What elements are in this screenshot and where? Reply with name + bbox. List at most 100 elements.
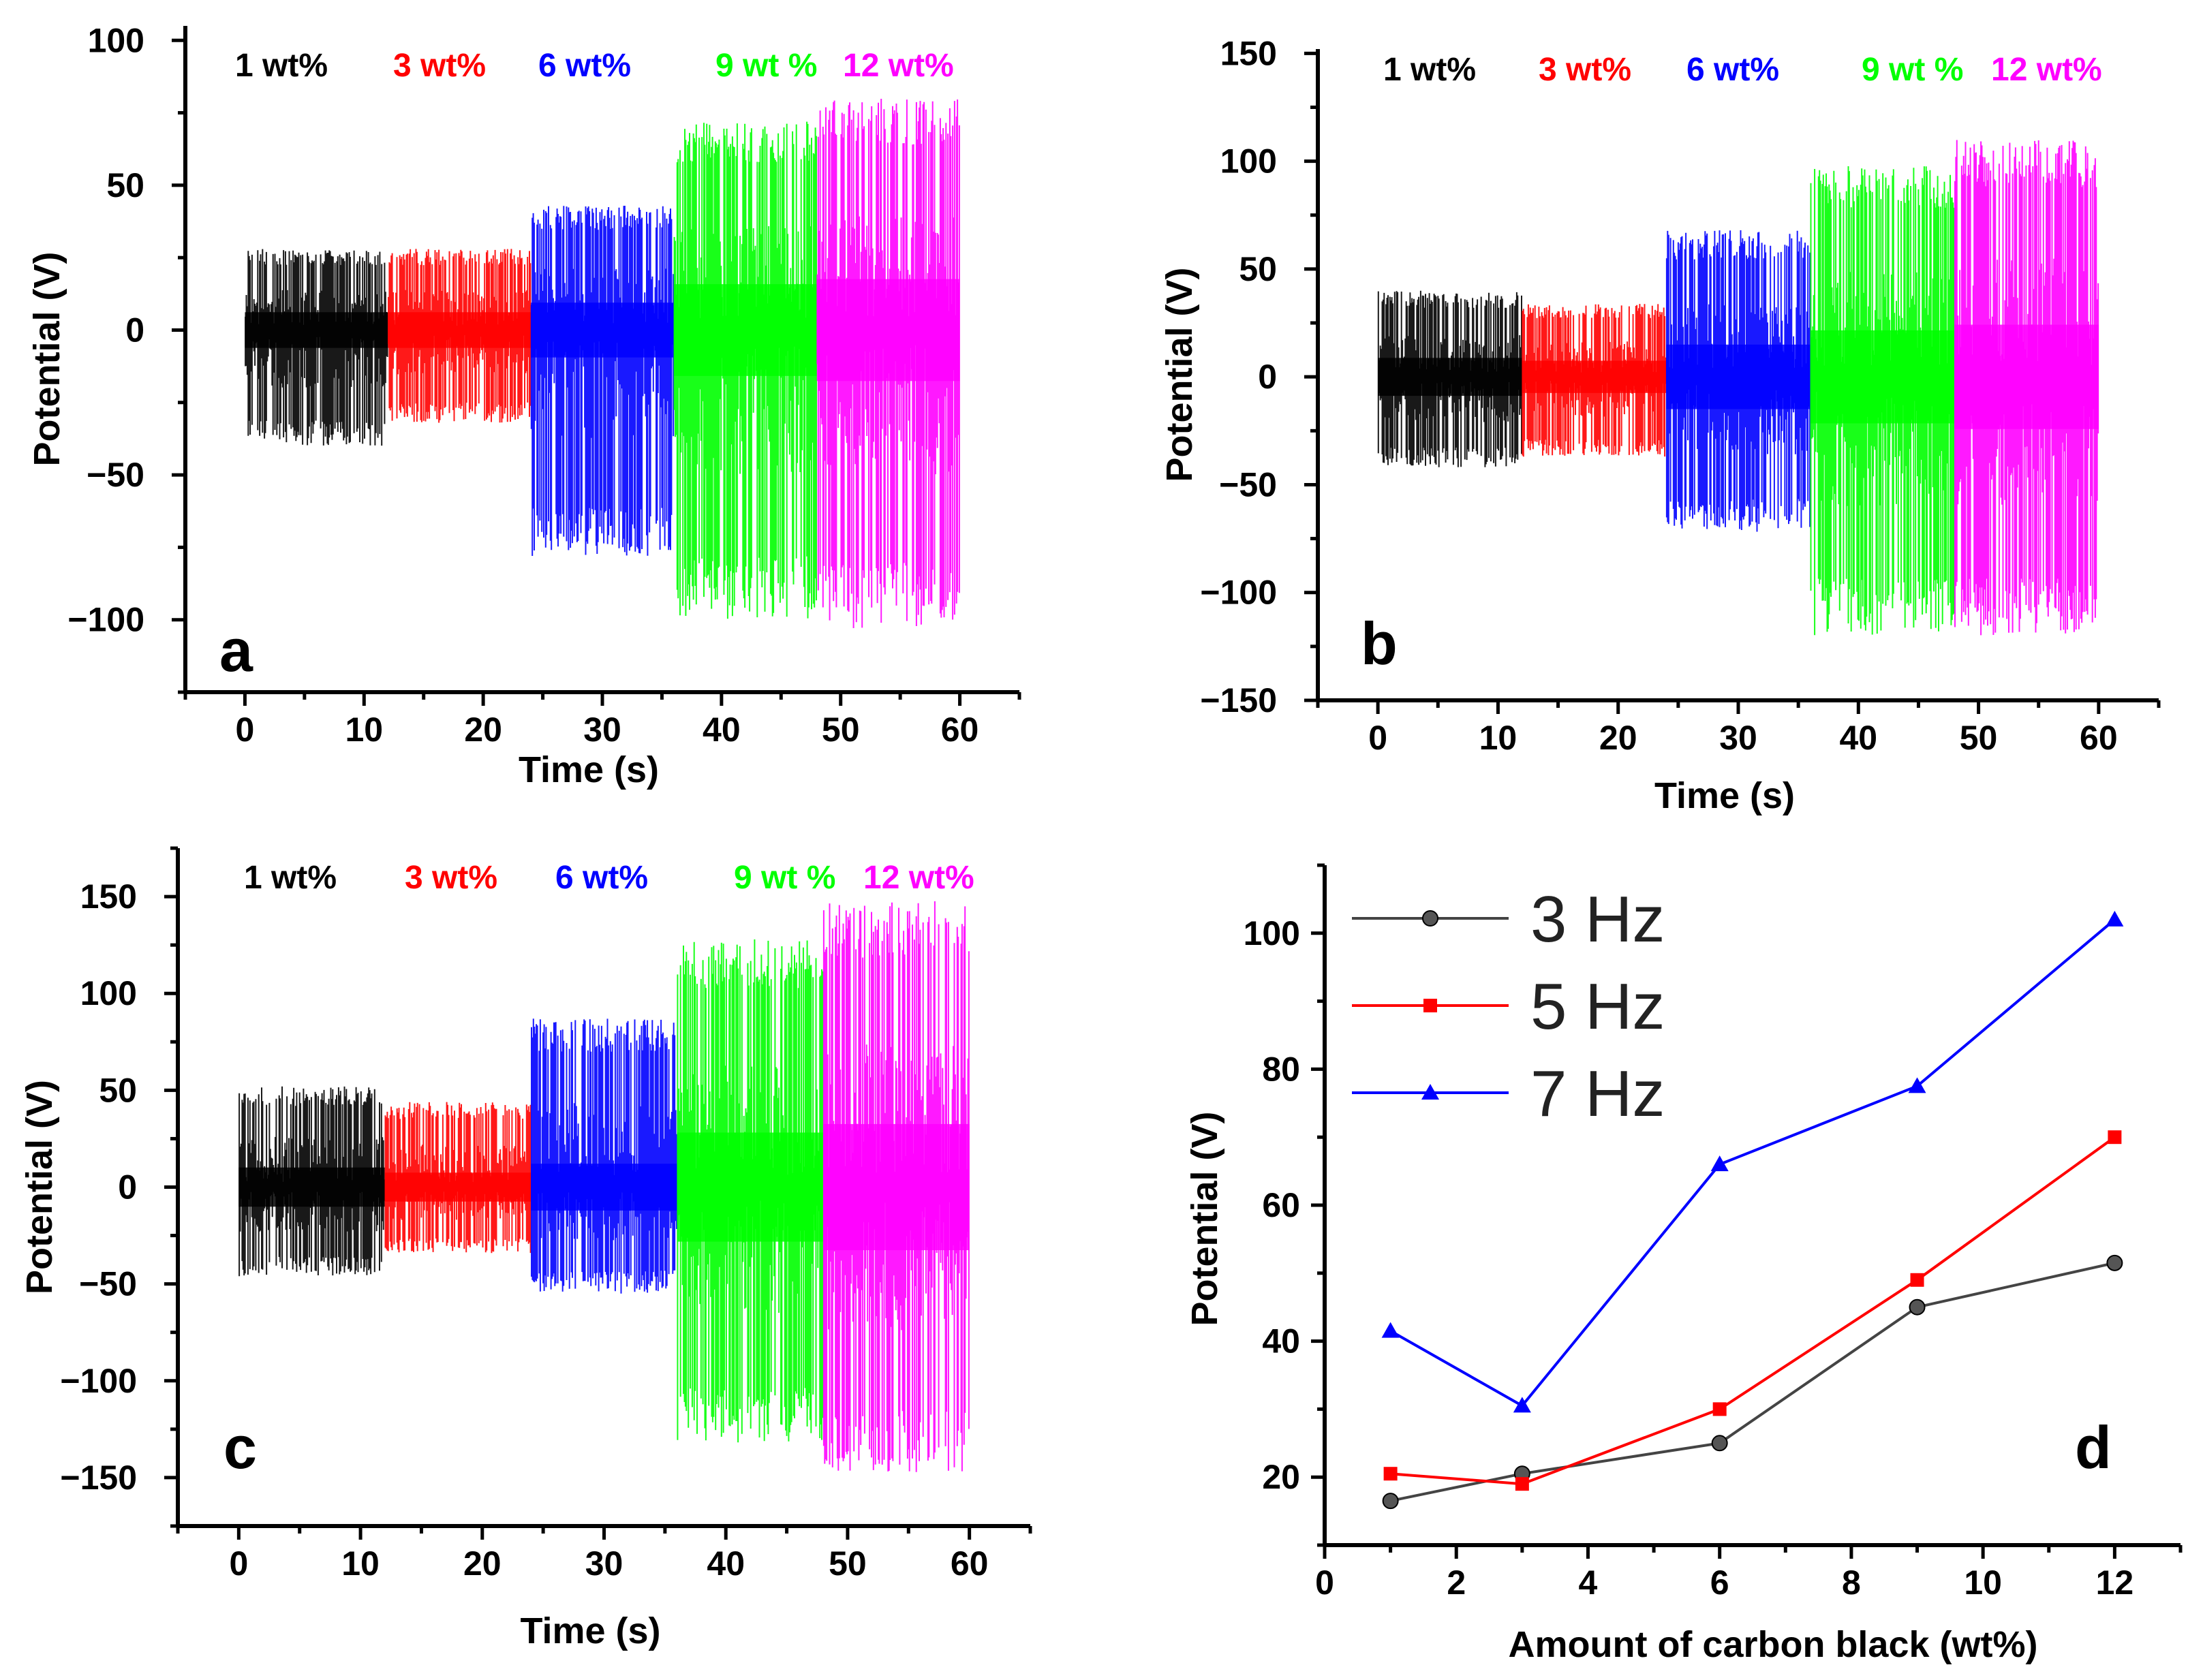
signal-core-c12	[1954, 324, 2099, 429]
data-point-d3	[1909, 1298, 1926, 1316]
y-tick-label: −50	[87, 456, 144, 494]
y-tick-label: 150	[1220, 34, 1277, 72]
x-tick-label: 30	[583, 711, 621, 749]
x-tick-label: 30	[585, 1544, 623, 1583]
panel-letter: b	[1361, 610, 1398, 677]
x-tick-label: 10	[1964, 1564, 2002, 1602]
data-point-d5	[1383, 1467, 1398, 1481]
x-tick-label: 10	[341, 1544, 380, 1583]
y-tick-label: 100	[88, 21, 144, 59]
panel-letter: c	[224, 1414, 257, 1481]
panel-a: 1 wt% 3 wt% 6 wt% 9 wt % 12 wt% 0 10 20 30 40 50 60…	[27, 21, 1021, 790]
data-point-d3	[1382, 1493, 1399, 1510]
legend-label: 5 Hz	[1530, 970, 1665, 1043]
x-tick-label: 2	[1447, 1564, 1466, 1602]
segment-label: 6 wt%	[538, 48, 631, 84]
data-point-d7	[1513, 1397, 1531, 1413]
x-tick-label: 40	[1839, 719, 1877, 757]
signal-core-c3	[1522, 360, 1667, 393]
x-tick-label: 40	[707, 1544, 745, 1583]
y-tick-label: −100	[1200, 574, 1277, 612]
segment-label: 1 wt%	[235, 48, 328, 84]
series-line-d7	[1389, 918, 2116, 1407]
x-tick-label: 0	[1368, 719, 1387, 757]
x-tick-label: 50	[822, 711, 860, 749]
y-tick-label: −150	[1200, 681, 1277, 719]
data-point-d5	[1712, 1402, 1727, 1416]
legend-marker	[1422, 910, 1438, 927]
x-tick-label: 12	[2096, 1564, 2134, 1602]
legend-label: 7 Hz	[1530, 1057, 1665, 1130]
series-line-d3	[1390, 1261, 2115, 1503]
x-tick-label: 50	[1960, 719, 1998, 757]
x-tick-label: 60	[2080, 719, 2118, 757]
y-tick-label: −100	[67, 601, 144, 639]
panel-c: 1 wt% 3 wt% 6 wt% 9 wt % 12 wt% 0 10 20 30 40 50 60…	[19, 846, 1032, 1651]
x-tick-label: 4	[1579, 1564, 1598, 1602]
y-tick-label: 50	[106, 166, 144, 204]
segment-label: 6 wt%	[555, 860, 648, 896]
panel-b: 1 wt% 3 wt% 6 wt% 9 wt % 12 wt% 0 10 20 30 40 50 60…	[1159, 34, 2161, 816]
x-tick-label: 30	[1719, 719, 1757, 757]
x-tick-label: 6	[1710, 1564, 1729, 1602]
x-tick-label: 20	[464, 711, 502, 749]
y-axis-title: Potential (V)	[27, 251, 67, 466]
panel-d: 0 2 4 6 8 10 12 20 40 60 80 100 3 Hz 5 Hz 7 Hz Amount o…	[1184, 863, 2183, 1665]
x-tick-label: 20	[1599, 719, 1637, 757]
signal-core-c6	[531, 302, 674, 358]
legend-label: 3 Hz	[1530, 883, 1665, 956]
x-tick-label: 0	[1315, 1564, 1334, 1602]
x-tick-label: 60	[941, 711, 979, 749]
data-point-d7	[1908, 1077, 1926, 1093]
x-tick-label: 10	[1479, 719, 1517, 757]
signal-core-c12	[816, 279, 960, 382]
segment-label: 12 wt%	[1991, 52, 2102, 88]
signal-core-c6	[531, 1164, 677, 1211]
y-tick-label: 100	[1244, 914, 1300, 952]
legend-marker	[1421, 1084, 1439, 1100]
x-axis-title: Time (s)	[520, 1611, 660, 1651]
signal-trace-c6	[530, 206, 675, 556]
data-point-d3	[1711, 1435, 1728, 1452]
y-tick-label: 100	[80, 974, 137, 1012]
y-tick-label: 50	[1239, 250, 1277, 288]
y-axis-title: Potential (V)	[19, 1080, 60, 1294]
segment-label: 1 wt%	[1383, 52, 1476, 88]
y-tick-label: −150	[60, 1459, 137, 1497]
segment-label: 12 wt%	[863, 860, 974, 896]
signal-core-c3	[384, 1172, 531, 1202]
signal-core-c6	[1666, 344, 1811, 409]
y-tick-label: 40	[1262, 1322, 1300, 1360]
signal-core-c9	[677, 1132, 824, 1242]
x-tick-label: 0	[229, 1544, 248, 1583]
segment-label: 3 wt%	[393, 48, 486, 84]
y-tick-label: −100	[60, 1362, 137, 1400]
x-axis-title: Time (s)	[519, 749, 659, 790]
panel-letter: a	[219, 617, 253, 684]
signal-core-c3	[388, 312, 531, 348]
y-tick-label: −50	[1219, 465, 1277, 503]
data-point-d7	[1710, 1155, 1729, 1172]
y-axis-title: Potential (V)	[1159, 267, 1200, 482]
x-axis-title: Time (s)	[1654, 775, 1795, 816]
y-tick-label: 150	[80, 877, 137, 916]
data-point-d5	[1515, 1477, 1529, 1491]
segment-label: 12 wt%	[843, 48, 954, 84]
y-tick-label: 60	[1262, 1186, 1300, 1224]
data-point-d7	[1381, 1322, 1400, 1338]
segment-label: 9 wt %	[715, 48, 817, 84]
y-tick-label: 100	[1220, 142, 1277, 181]
signal-trace-c6	[531, 1018, 677, 1294]
y-tick-label: −50	[79, 1265, 137, 1303]
x-tick-label: 0	[236, 711, 255, 749]
x-axis-title: Amount of carbon black (wt%)	[1508, 1624, 2037, 1665]
panel-letter: d	[2075, 1414, 2112, 1481]
signal-core-c9	[1810, 330, 1955, 424]
signal-core-c1	[245, 312, 388, 348]
x-tick-label: 50	[829, 1544, 867, 1583]
legend-marker	[1423, 999, 1437, 1012]
y-tick-label: 80	[1262, 1050, 1300, 1088]
data-point-d3	[2106, 1254, 2123, 1271]
signal-core-c9	[673, 284, 817, 376]
